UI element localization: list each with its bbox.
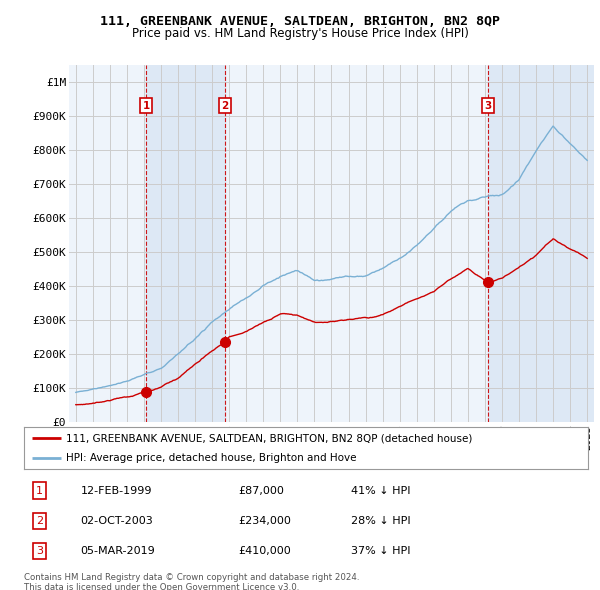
Text: £234,000: £234,000 bbox=[238, 516, 291, 526]
Text: 02-OCT-2003: 02-OCT-2003 bbox=[80, 516, 153, 526]
Text: 3: 3 bbox=[36, 546, 43, 556]
Text: 111, GREENBANK AVENUE, SALTDEAN, BRIGHTON, BN2 8QP (detached house): 111, GREENBANK AVENUE, SALTDEAN, BRIGHTO… bbox=[66, 434, 473, 444]
Text: 12-FEB-1999: 12-FEB-1999 bbox=[80, 486, 152, 496]
Text: Price paid vs. HM Land Registry's House Price Index (HPI): Price paid vs. HM Land Registry's House … bbox=[131, 27, 469, 40]
Text: 1: 1 bbox=[142, 101, 149, 111]
Text: This data is licensed under the Open Government Licence v3.0.: This data is licensed under the Open Gov… bbox=[24, 583, 299, 590]
Text: £410,000: £410,000 bbox=[238, 546, 291, 556]
Text: 3: 3 bbox=[484, 101, 491, 111]
Text: HPI: Average price, detached house, Brighton and Hove: HPI: Average price, detached house, Brig… bbox=[66, 454, 357, 463]
Text: 111, GREENBANK AVENUE, SALTDEAN, BRIGHTON, BN2 8QP: 111, GREENBANK AVENUE, SALTDEAN, BRIGHTO… bbox=[100, 15, 500, 28]
Text: £87,000: £87,000 bbox=[238, 486, 284, 496]
Text: 41% ↓ HPI: 41% ↓ HPI bbox=[351, 486, 410, 496]
Text: 2: 2 bbox=[221, 101, 229, 111]
Text: 37% ↓ HPI: 37% ↓ HPI bbox=[351, 546, 410, 556]
Text: Contains HM Land Registry data © Crown copyright and database right 2024.: Contains HM Land Registry data © Crown c… bbox=[24, 573, 359, 582]
Text: 2: 2 bbox=[36, 516, 43, 526]
Bar bbox=[488, 65, 594, 422]
Text: 1: 1 bbox=[36, 486, 43, 496]
Text: 28% ↓ HPI: 28% ↓ HPI bbox=[351, 516, 411, 526]
Text: 05-MAR-2019: 05-MAR-2019 bbox=[80, 546, 155, 556]
Bar bbox=[146, 65, 225, 422]
